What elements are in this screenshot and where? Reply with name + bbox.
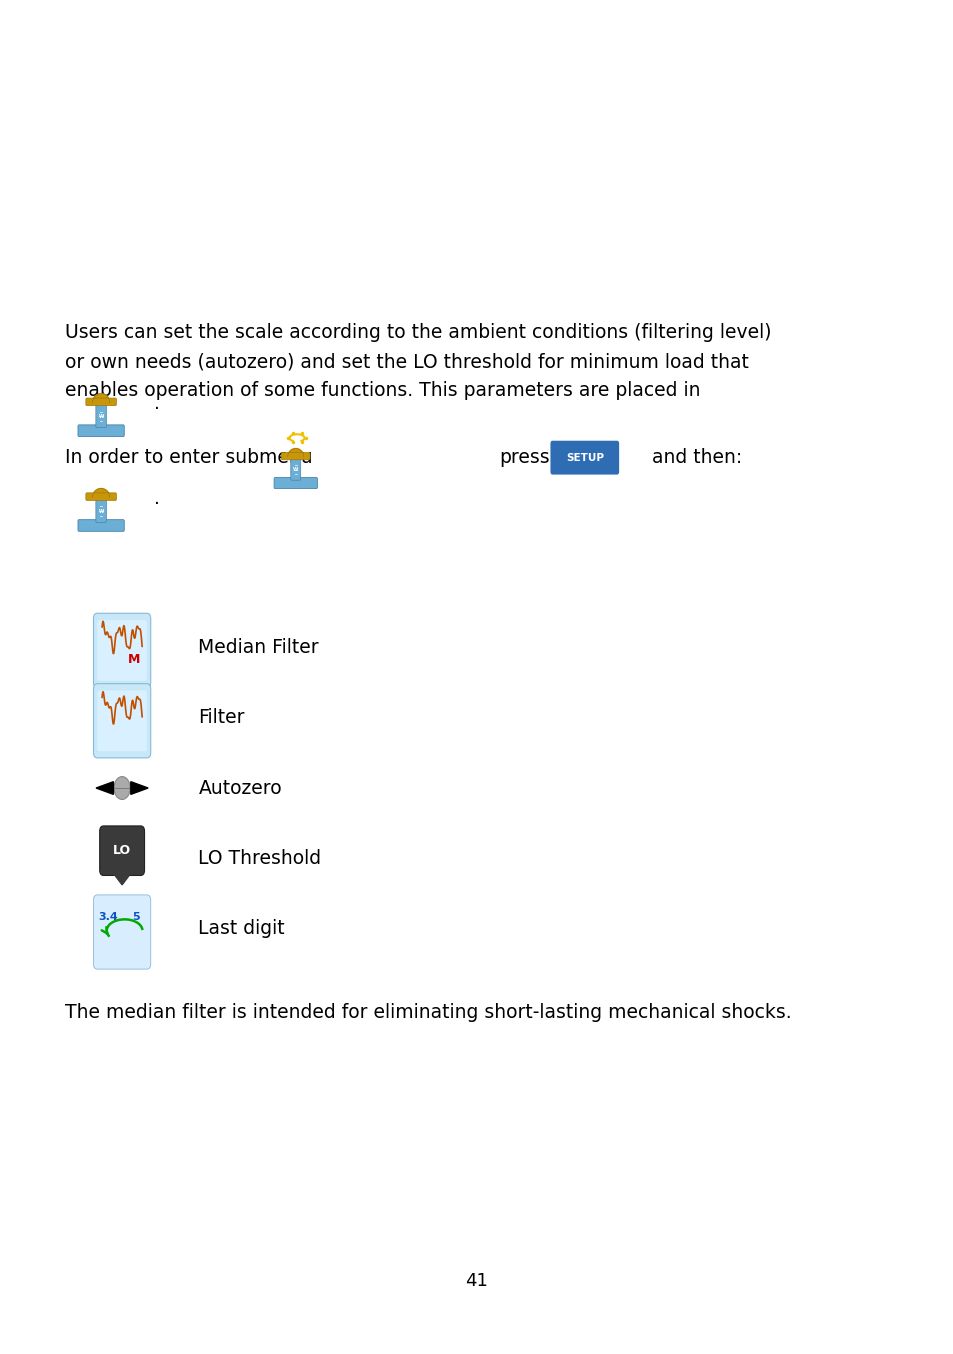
Polygon shape — [111, 871, 133, 886]
Text: .: . — [153, 394, 159, 413]
FancyBboxPatch shape — [97, 620, 147, 681]
FancyBboxPatch shape — [78, 425, 124, 436]
Text: Last digit: Last digit — [198, 919, 285, 938]
Text: .: . — [153, 489, 159, 508]
Text: The median filter is intended for eliminating short-lasting mechanical shocks.: The median filter is intended for elimin… — [65, 1003, 791, 1022]
Text: Median Filter: Median Filter — [198, 638, 318, 657]
Text: SETUP: SETUP — [565, 452, 603, 463]
FancyBboxPatch shape — [93, 895, 151, 969]
Text: W: W — [98, 509, 104, 513]
Text: W: W — [293, 467, 298, 473]
Ellipse shape — [114, 777, 130, 799]
Text: Filter: Filter — [198, 708, 245, 727]
FancyBboxPatch shape — [78, 520, 124, 531]
FancyBboxPatch shape — [86, 493, 116, 501]
Text: In order to enter submenu: In order to enter submenu — [65, 448, 313, 467]
Text: LO: LO — [113, 844, 131, 857]
FancyBboxPatch shape — [99, 826, 145, 876]
Text: Users can set the scale according to the ambient conditions (filtering level): Users can set the scale according to the… — [65, 322, 771, 343]
FancyBboxPatch shape — [93, 613, 151, 688]
Text: 41: 41 — [465, 1271, 488, 1290]
Polygon shape — [92, 394, 110, 402]
Polygon shape — [92, 489, 110, 497]
Polygon shape — [131, 781, 148, 795]
FancyBboxPatch shape — [95, 402, 107, 428]
Text: press: press — [498, 448, 549, 467]
Text: or own needs (autozero) and set the LO threshold for minimum load that: or own needs (autozero) and set the LO t… — [65, 352, 748, 371]
FancyBboxPatch shape — [95, 497, 107, 523]
Text: W: W — [98, 414, 104, 418]
FancyBboxPatch shape — [93, 684, 151, 758]
Polygon shape — [288, 448, 303, 456]
Text: M: M — [129, 653, 140, 666]
Text: enables operation of some functions. This parameters are placed in: enables operation of some functions. Thi… — [65, 382, 700, 401]
FancyBboxPatch shape — [274, 478, 317, 489]
FancyBboxPatch shape — [291, 456, 300, 481]
Text: 5: 5 — [132, 911, 139, 922]
FancyBboxPatch shape — [97, 691, 147, 751]
Polygon shape — [96, 781, 113, 795]
Text: and then:: and then: — [651, 448, 741, 467]
Text: LO Threshold: LO Threshold — [198, 849, 321, 868]
FancyBboxPatch shape — [281, 452, 310, 460]
Text: Autozero: Autozero — [198, 779, 282, 798]
FancyBboxPatch shape — [86, 398, 116, 406]
FancyBboxPatch shape — [550, 440, 618, 474]
Text: 3.4: 3.4 — [98, 911, 118, 922]
